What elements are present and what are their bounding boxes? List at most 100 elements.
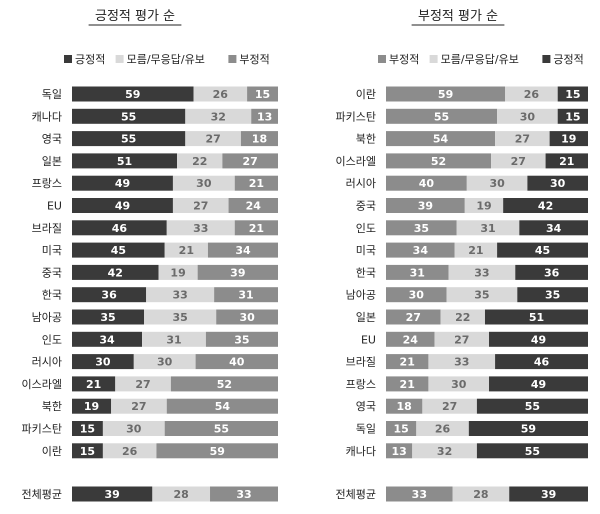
data-label: 21 <box>249 222 264 235</box>
bar-segment-neutral <box>446 287 518 303</box>
bar-row: 일본 27 22 51 <box>356 309 588 325</box>
bar-row: 북한 54 27 19 <box>356 131 588 147</box>
bar-row: 인도 35 31 34 <box>356 220 588 236</box>
bar-segment-negative <box>386 198 465 213</box>
data-label: 49 <box>115 200 130 213</box>
category-label: 일본 <box>356 310 376 324</box>
bar-segment-negative <box>164 421 278 436</box>
bar-segment-neutral <box>428 376 490 392</box>
data-label: 27 <box>205 133 220 146</box>
category-label: 브라질 <box>346 356 376 369</box>
bar-segment-positive <box>72 421 103 436</box>
category-label: EU <box>361 333 376 346</box>
bar-segment-negative <box>222 153 278 169</box>
bar-segment-positive <box>72 376 116 392</box>
bar-segment-positive <box>489 331 588 347</box>
bar-segment-positive <box>72 108 186 124</box>
bar-segment-neutral <box>172 198 229 213</box>
bar-segment-neutral <box>464 198 504 213</box>
data-label: 27 <box>511 155 526 168</box>
data-label: 46 <box>534 356 550 369</box>
data-label: 42 <box>538 200 553 213</box>
bar-segment-negative <box>210 486 278 502</box>
bar-segment-negative <box>386 131 496 147</box>
data-label: 24 <box>246 200 262 213</box>
data-label: 32 <box>211 110 226 123</box>
bar-row: 남아공 30 35 35 <box>346 287 588 303</box>
bar-row: 북한 19 27 54 <box>42 398 278 414</box>
bar-segment-neutral <box>497 108 558 124</box>
data-label: 35 <box>172 311 187 324</box>
bar-row: EU 49 27 24 <box>47 198 278 213</box>
data-label: 31 <box>238 289 253 302</box>
bar-segment-neutral <box>428 354 496 370</box>
bar-segment-negative <box>386 242 455 258</box>
data-label: 30 <box>550 177 566 190</box>
bar-segment-negative <box>386 287 447 303</box>
bar-row: 이란 15 26 59 <box>42 443 278 459</box>
legend-label: 긍정적 <box>75 53 105 66</box>
bar-row: 한국 31 33 36 <box>356 264 588 280</box>
data-label: 34 <box>99 333 115 346</box>
bar-segment-positive <box>503 198 588 213</box>
bar-segment-positive <box>72 86 194 102</box>
bar-segment-negative <box>386 153 492 169</box>
data-label: 33 <box>454 356 469 369</box>
bar-segment-neutral <box>172 175 235 191</box>
category-label: 미국 <box>356 244 376 257</box>
data-label: 26 <box>435 423 451 436</box>
data-label: 55 <box>525 400 540 413</box>
bar-row: 미국 34 21 45 <box>356 242 588 258</box>
bar-row: 브라질 46 33 21 <box>32 220 278 236</box>
data-label: 39 <box>418 200 433 213</box>
bar-segment-negative <box>205 331 278 347</box>
bar-segment-neutral <box>111 398 167 414</box>
bar-segment-neutral <box>102 443 157 459</box>
category-label: 이스라엘 <box>22 378 62 391</box>
data-label: 26 <box>213 88 229 101</box>
bar-row: 이란 59 26 15 <box>356 86 588 102</box>
data-label: 21 <box>86 378 101 391</box>
category-label: 한국 <box>42 289 62 302</box>
bar-row: 인도 34 31 35 <box>42 331 278 347</box>
data-label: 49 <box>531 333 546 346</box>
bar-row: 중국 42 19 39 <box>42 264 278 280</box>
bar-segment-positive <box>72 486 153 502</box>
data-label: 34 <box>235 244 251 257</box>
data-label: 35 <box>100 311 115 324</box>
data-label: 21 <box>559 155 574 168</box>
bar-row: 이스라엘 21 27 52 <box>22 376 278 392</box>
data-label: 36 <box>544 266 560 279</box>
data-label: 51 <box>117 155 132 168</box>
data-label: 15 <box>565 110 580 123</box>
data-label: 30 <box>95 356 111 369</box>
data-label: 49 <box>531 378 546 391</box>
bar-segment-neutral <box>158 264 198 280</box>
data-label: 45 <box>535 244 550 257</box>
bar-segment-negative <box>156 443 278 459</box>
bar-segment-neutral <box>412 443 477 459</box>
data-label: 28 <box>473 488 488 501</box>
category-label: 전체평균 <box>336 488 376 501</box>
data-label: 34 <box>546 222 562 235</box>
bar-segment-neutral <box>505 86 558 102</box>
bar-segment-positive <box>519 220 588 236</box>
data-label: 15 <box>80 423 95 436</box>
data-label: 18 <box>252 133 267 146</box>
bar-segment-negative <box>251 108 278 124</box>
bar-segment-negative <box>386 354 429 370</box>
legend-swatch <box>115 55 124 63</box>
bar-segment-neutral <box>152 486 211 502</box>
bar-segment-negative <box>386 264 449 280</box>
data-label: 46 <box>112 222 128 235</box>
data-label: 33 <box>236 488 251 501</box>
data-label: 30 <box>520 110 536 123</box>
bar-segment-negative <box>386 421 417 436</box>
data-label: 31 <box>480 222 495 235</box>
bar-row: 캐나다 13 32 55 <box>346 443 588 459</box>
data-label: 30 <box>239 311 255 324</box>
data-label: 31 <box>410 266 425 279</box>
bar-segment-negative <box>386 175 467 191</box>
data-label: 55 <box>121 133 136 146</box>
